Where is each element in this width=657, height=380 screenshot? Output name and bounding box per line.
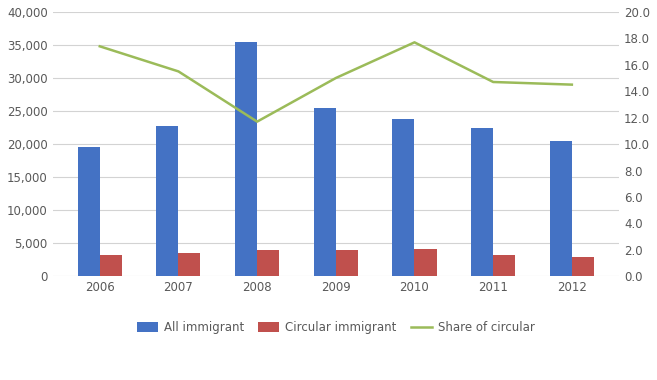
Bar [179,253,200,276]
Bar [471,128,493,276]
Share of circular [175,69,183,74]
Share of circular [332,76,340,80]
Bar [572,257,594,276]
Share of circular [96,44,104,49]
Share of circular [253,119,261,124]
Bar [336,250,358,276]
Share of circular [568,82,576,87]
Bar [78,147,100,276]
Bar [156,126,179,276]
Share of circular [411,40,419,44]
Bar [314,108,336,276]
Bar [100,255,122,276]
Bar [235,42,257,276]
Line: Share of circular: Share of circular [100,42,572,122]
Share of circular [489,80,497,84]
Bar [257,250,279,276]
Bar [493,255,515,276]
Bar [415,249,436,276]
Bar [392,119,415,276]
Legend: All immigrant, Circular immigrant, Share of circular: All immigrant, Circular immigrant, Share… [132,317,539,339]
Bar [550,141,572,276]
